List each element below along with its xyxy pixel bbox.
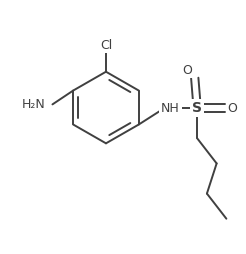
Text: H₂N: H₂N <box>21 98 45 111</box>
Text: Cl: Cl <box>100 39 112 52</box>
Text: O: O <box>228 102 237 115</box>
Text: O: O <box>183 64 192 77</box>
Text: NH: NH <box>161 102 180 115</box>
Text: S: S <box>192 101 202 115</box>
